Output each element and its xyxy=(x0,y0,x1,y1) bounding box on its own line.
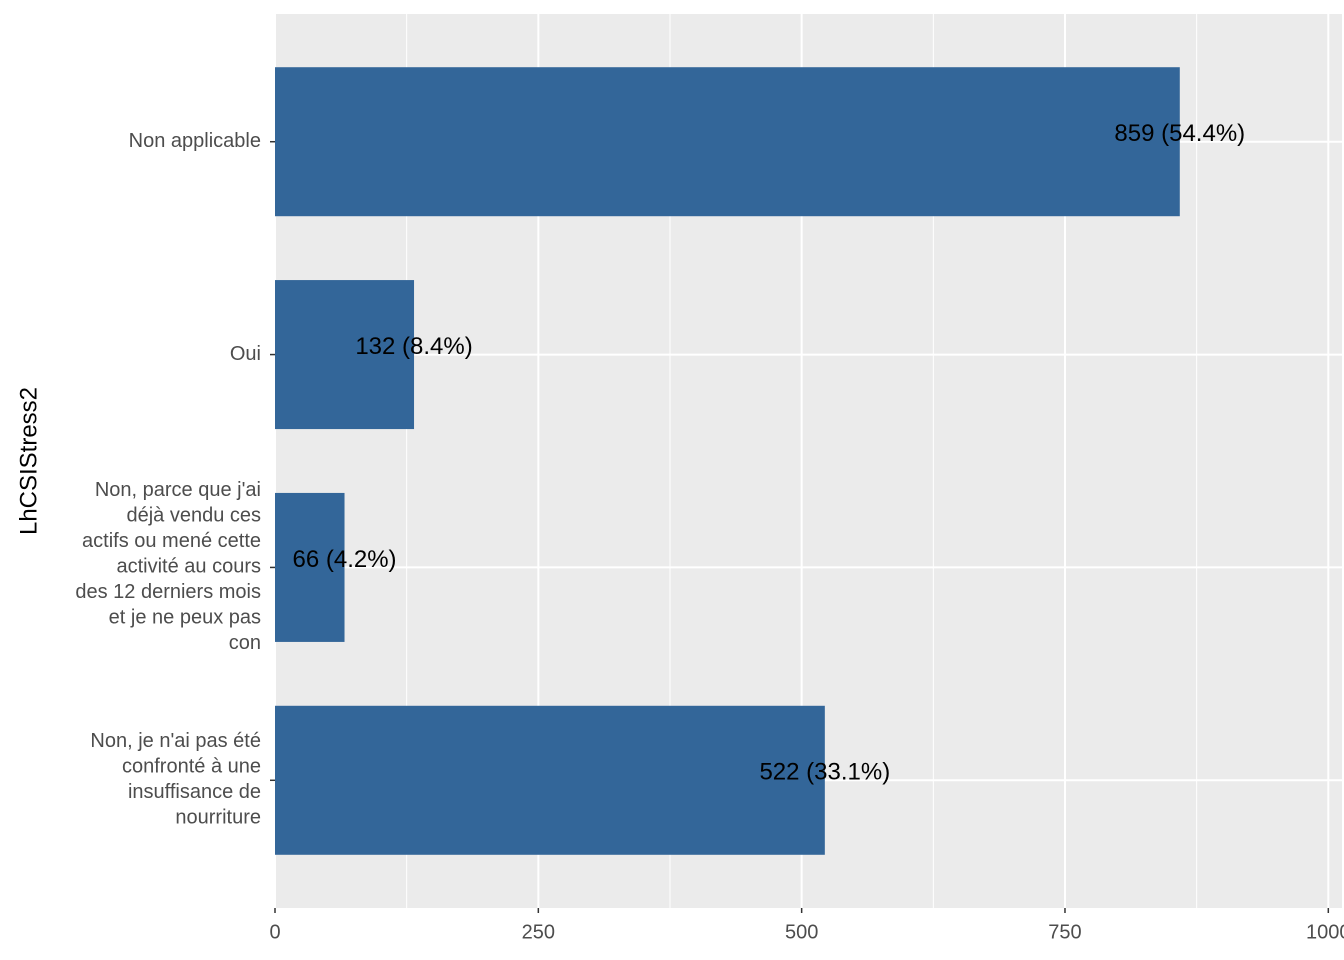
x-tick-label: 250 xyxy=(522,921,555,943)
x-tick-label: 750 xyxy=(1048,921,1081,943)
bar xyxy=(275,280,415,430)
bar xyxy=(275,67,1180,217)
y-tick-label: Oui xyxy=(230,343,261,365)
y-axis-title: LhCSIStress2 xyxy=(15,387,42,535)
x-tick-label: 1000 xyxy=(1306,921,1344,943)
y-tick-label: Non applicable xyxy=(129,130,261,152)
value-label: 66 (4.2%) xyxy=(292,546,396,573)
x-tick-label: 0 xyxy=(269,921,280,943)
value-label: 859 (54.4%) xyxy=(1114,120,1245,147)
bar xyxy=(275,705,825,855)
value-label: 522 (33.1%) xyxy=(759,759,890,786)
value-label: 132 (8.4%) xyxy=(355,333,472,360)
x-tick-label: 500 xyxy=(785,921,818,943)
y-tick-label: Non, je n'ai pas été confronté à une insuf… xyxy=(90,730,261,829)
y-tick-label: Non, parce que j'ai déjà vendu ces actifs … xyxy=(75,479,261,654)
bar xyxy=(275,492,345,642)
